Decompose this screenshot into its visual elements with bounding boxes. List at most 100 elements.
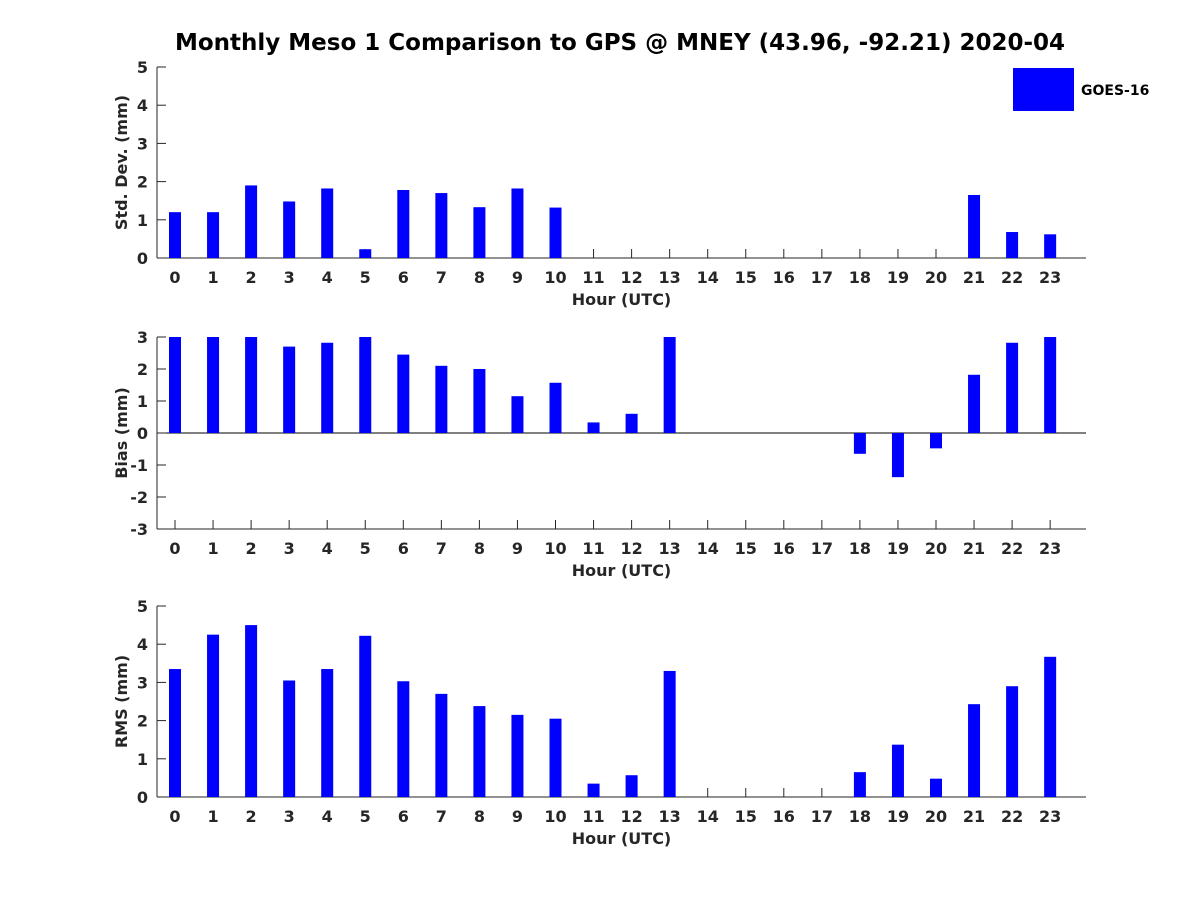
y-tick-label: 5 <box>137 58 148 77</box>
x-tick-label: 18 <box>849 539 871 558</box>
bar-hour-1 <box>207 212 220 258</box>
bar-hour-9 <box>511 396 524 433</box>
x-tick-label: 0 <box>169 539 180 558</box>
y-tick-label: 3 <box>137 673 148 692</box>
x-tick-label: 4 <box>322 807 333 826</box>
bar-hour-21 <box>968 704 981 797</box>
x-axis-label: Hour (UTC) <box>572 290 672 309</box>
x-axis-label: Hour (UTC) <box>572 561 672 580</box>
x-tick-label: 17 <box>811 268 833 287</box>
x-tick-label: 2 <box>246 539 257 558</box>
bar-hour-22 <box>1006 232 1019 258</box>
x-tick-label: 21 <box>963 539 985 558</box>
x-tick-label: 1 <box>207 539 218 558</box>
bar-hour-23 <box>1044 234 1057 258</box>
x-tick-label: 22 <box>1001 539 1023 558</box>
bar-hour-7 <box>435 193 448 258</box>
x-tick-label: 19 <box>887 807 909 826</box>
y-tick-label: 0 <box>137 788 148 807</box>
bar-hour-10 <box>549 718 562 797</box>
x-tick-label: 16 <box>773 268 795 287</box>
bar-hour-22 <box>1006 686 1019 797</box>
x-tick-label: 20 <box>925 539 947 558</box>
bar-hour-3 <box>283 201 296 258</box>
x-tick-label: 4 <box>322 268 333 287</box>
y-tick-label: -1 <box>130 456 148 475</box>
x-tick-label: 14 <box>697 807 719 826</box>
bar-hour-7 <box>435 693 448 797</box>
bar-hour-12 <box>625 775 638 797</box>
bar-hour-11 <box>587 422 600 433</box>
x-tick-label: 12 <box>620 807 642 826</box>
bar-hour-23 <box>1044 656 1057 797</box>
x-tick-label: 4 <box>322 539 333 558</box>
y-tick-label: 1 <box>137 211 148 230</box>
bar-hour-18 <box>853 433 866 454</box>
bar-hour-5 <box>359 337 372 433</box>
x-tick-label: 13 <box>659 807 681 826</box>
x-tick-label: 17 <box>811 539 833 558</box>
chart-title: Monthly Meso 1 Comparison to GPS @ MNEY … <box>174 30 1066 56</box>
bar-hour-20 <box>930 433 942 449</box>
bar-hour-10 <box>549 207 562 258</box>
bar-hour-0 <box>169 337 181 433</box>
x-tick-label: 0 <box>169 268 180 287</box>
y-axis-label: Bias (mm) <box>112 387 131 479</box>
x-tick-label: 17 <box>811 807 833 826</box>
bar-hour-6 <box>397 190 410 258</box>
x-tick-label: 11 <box>582 268 604 287</box>
x-tick-label: 14 <box>697 268 719 287</box>
x-tick-label: 23 <box>1039 539 1061 558</box>
bar-hour-7 <box>435 365 448 433</box>
legend: GOES-16 <box>1013 68 1149 111</box>
x-tick-label: 11 <box>582 807 604 826</box>
bar-hour-21 <box>968 374 981 433</box>
x-tick-label: 20 <box>925 268 947 287</box>
x-tick-label: 8 <box>474 539 485 558</box>
bar-hour-6 <box>397 354 410 433</box>
bar-hour-13 <box>663 337 676 433</box>
bar-hour-1 <box>207 337 220 433</box>
x-tick-label: 9 <box>512 268 523 287</box>
x-tick-label: 6 <box>398 268 409 287</box>
x-tick-label: 21 <box>963 268 985 287</box>
legend-label: GOES-16 <box>1081 83 1149 99</box>
x-tick-label: 9 <box>512 539 523 558</box>
y-tick-label: 5 <box>137 597 148 616</box>
x-tick-label: 5 <box>360 539 371 558</box>
x-tick-label: 9 <box>512 807 523 826</box>
y-tick-label: 0 <box>137 249 148 268</box>
bar-hour-5 <box>359 249 372 258</box>
x-tick-label: 3 <box>284 268 295 287</box>
x-tick-label: 15 <box>735 807 757 826</box>
x-tick-label: 2 <box>246 807 257 826</box>
bar-hour-1 <box>207 634 220 797</box>
bar-hour-4 <box>321 669 334 797</box>
bar-hour-18 <box>853 772 866 797</box>
x-tick-label: 1 <box>207 807 218 826</box>
x-tick-label: 5 <box>360 807 371 826</box>
x-tick-label: 15 <box>735 268 757 287</box>
bar-hour-10 <box>549 382 562 433</box>
bar-hour-2 <box>245 625 258 797</box>
x-tick-label: 23 <box>1039 807 1061 826</box>
bar-hour-6 <box>397 681 410 797</box>
y-tick-label: -3 <box>130 520 148 539</box>
x-tick-label: 2 <box>246 268 257 287</box>
x-tick-label: 0 <box>169 807 180 826</box>
y-tick-label: 4 <box>137 96 148 115</box>
x-tick-label: 6 <box>398 539 409 558</box>
x-tick-label: 16 <box>773 807 795 826</box>
bar-hour-19 <box>891 433 904 478</box>
y-tick-label: 2 <box>137 173 148 192</box>
y-tick-label: 0 <box>137 424 148 443</box>
bar-hour-8 <box>473 207 486 258</box>
bar-hour-0 <box>169 669 181 797</box>
x-tick-label: 3 <box>284 539 295 558</box>
bar-hour-4 <box>321 188 334 258</box>
x-tick-label: 22 <box>1001 807 1023 826</box>
bar-hour-12 <box>625 413 638 433</box>
y-axis-label: Std. Dev. (mm) <box>112 95 131 230</box>
